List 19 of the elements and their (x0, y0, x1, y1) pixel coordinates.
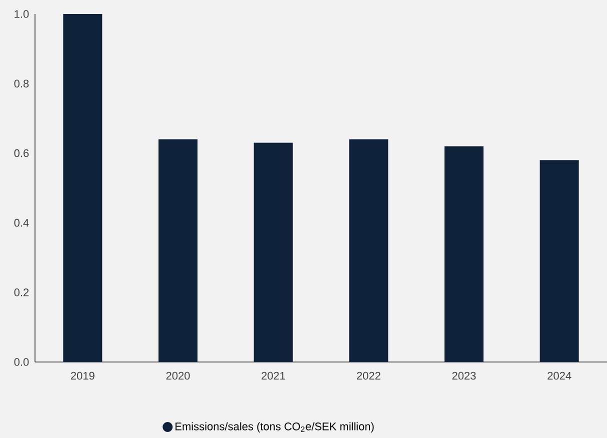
y-tick-label: 0.6 (14, 149, 29, 158)
bar (158, 139, 198, 362)
x-tick-label: 2019 (70, 372, 94, 380)
x-tick-label: 2024 (548, 372, 572, 380)
x-tick-label: 2021 (262, 372, 286, 380)
y-tick-label: 0.0 (14, 358, 29, 366)
bar (254, 142, 293, 362)
y-tick-label: 1.0 (14, 10, 29, 18)
x-tick-label: 2023 (452, 372, 476, 380)
bar (444, 146, 484, 362)
bar (349, 139, 388, 362)
legend-label: Emissions/sales (tons CO$_{2}$e/SEK million) (176, 422, 374, 432)
x-tick-label: 2022 (356, 372, 380, 380)
bar (63, 14, 102, 362)
x-tick-label: 2020 (166, 372, 190, 380)
y-tick-label: 0.2 (14, 288, 29, 296)
y-tick-label: 0.8 (14, 80, 29, 88)
bar (540, 160, 579, 362)
y-tick-label: 0.4 (14, 218, 29, 227)
